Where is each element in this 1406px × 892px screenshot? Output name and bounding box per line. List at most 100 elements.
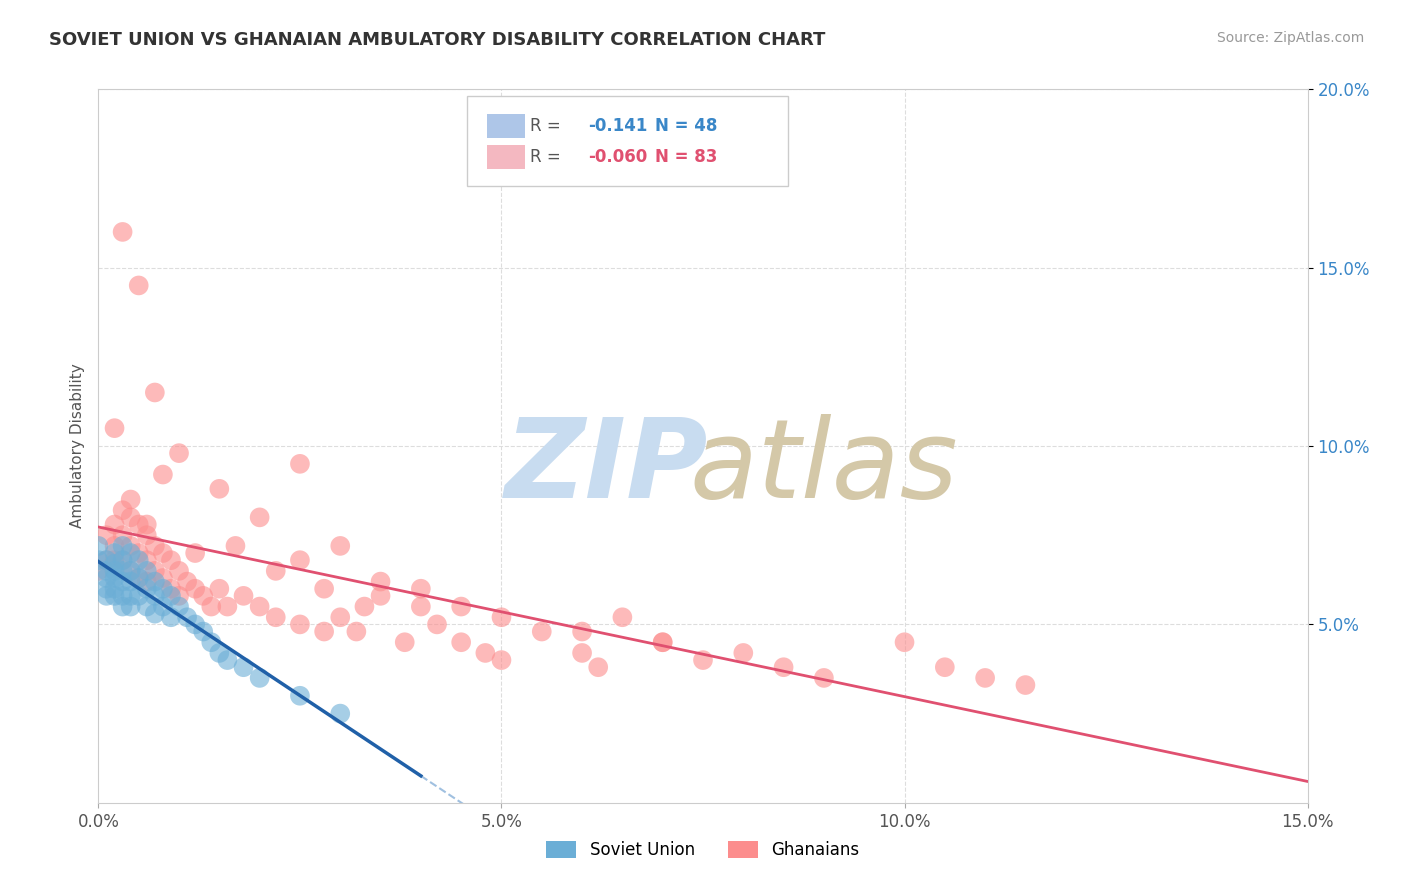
Text: N = 83: N = 83 [655,148,717,166]
Point [128,571,150,585]
Point [772,660,794,674]
Point [1014,678,1036,692]
Point [184,617,207,632]
Point [111,564,134,578]
Point [96,589,118,603]
Point [135,528,157,542]
Point [120,546,142,560]
Point [353,599,375,614]
Point [530,624,553,639]
Point [200,635,222,649]
Point [103,421,125,435]
Point [135,553,157,567]
Point [120,492,142,507]
Point [143,574,166,589]
Point [96,528,118,542]
Point [135,574,157,589]
Point [586,660,609,674]
Point [571,624,593,639]
Point [160,582,183,596]
Point [893,635,915,649]
Point [217,653,239,667]
Point [692,653,714,667]
Point [208,646,231,660]
Point [651,635,673,649]
Point [152,546,174,560]
Text: SOVIET UNION VS GHANAIAN AMBULATORY DISABILITY CORRELATION CHART: SOVIET UNION VS GHANAIAN AMBULATORY DISA… [49,31,825,49]
Point [135,517,157,532]
FancyBboxPatch shape [467,96,787,186]
Point [264,610,287,624]
Point [200,599,222,614]
Point [288,617,311,632]
Point [184,582,207,596]
Point [103,539,125,553]
Point [394,635,416,649]
Point [329,610,352,624]
Text: ZIP: ZIP [505,414,709,521]
Point [143,607,166,621]
Point [103,582,125,596]
Point [120,564,142,578]
Point [96,553,118,567]
Point [184,546,207,560]
Point [193,624,215,639]
Point [96,582,118,596]
Point [409,599,432,614]
Point [87,564,110,578]
Point [152,467,174,482]
Point [264,564,287,578]
Point [128,553,150,567]
Point [143,385,166,400]
Text: N = 48: N = 48 [655,118,717,136]
Point [111,503,134,517]
Point [288,689,311,703]
Point [87,553,110,567]
Point [135,599,157,614]
Point [167,589,190,603]
Point [111,589,134,603]
Point [160,589,183,603]
Point [474,646,496,660]
Point [450,599,472,614]
Point [491,653,513,667]
Point [288,457,311,471]
Point [167,446,190,460]
Point [152,582,174,596]
Point [128,571,150,585]
Point [128,589,150,603]
Point [329,539,352,553]
Point [143,564,166,578]
Point [111,528,134,542]
Point [143,589,166,603]
Point [111,574,134,589]
Point [120,589,142,603]
Point [370,574,392,589]
Point [160,553,183,567]
Point [208,582,231,596]
Text: R =: R = [530,118,567,136]
Point [111,553,134,567]
Point [96,564,118,578]
Point [176,574,198,589]
Point [111,225,134,239]
Point [152,571,174,585]
Point [232,589,254,603]
Point [193,589,215,603]
Point [111,539,134,553]
Point [111,553,134,567]
Text: R =: R = [530,148,567,166]
Point [120,564,142,578]
Point [813,671,835,685]
Point [120,510,142,524]
Point [314,624,336,639]
Point [491,610,513,624]
Point [426,617,449,632]
Point [143,539,166,553]
Point [450,635,472,649]
Point [120,539,142,553]
Point [103,564,125,578]
Point [103,557,125,571]
Point [103,546,125,560]
Text: atlas: atlas [689,414,959,521]
